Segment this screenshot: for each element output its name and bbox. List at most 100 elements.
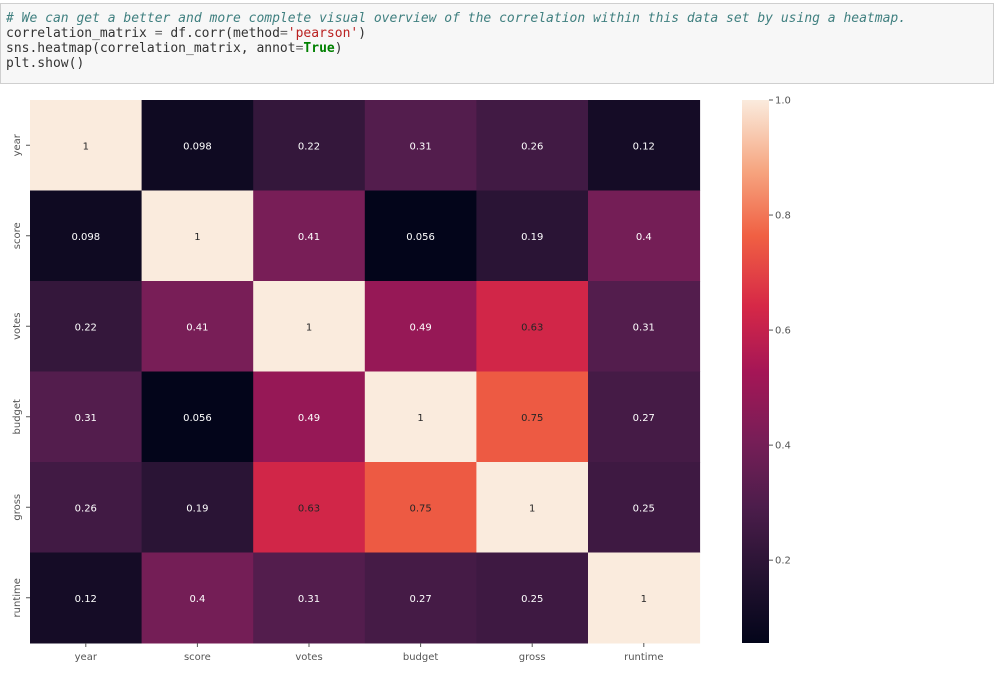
y-tick-label: runtime	[12, 578, 23, 617]
heatmap-cell-label: 0.31	[409, 141, 431, 152]
colorbar-gradient	[742, 100, 769, 643]
heatmap-cell-label: 0.12	[633, 141, 655, 152]
heatmap-cell-label: 0.31	[298, 594, 320, 605]
code-operator: =	[146, 26, 171, 41]
code-line-1: # We can get a better and more complete …	[6, 11, 988, 26]
heatmap-cell-label: 0.22	[298, 141, 320, 152]
heatmap-cell-label: 0.4	[189, 594, 205, 605]
heatmap-cell	[364, 281, 477, 372]
code-keyword: True	[303, 41, 335, 56]
heatmap-cell	[364, 371, 477, 463]
heatmap-cell	[476, 190, 589, 282]
x-tick-label: runtime	[624, 652, 663, 663]
heatmap-cell-label: 0.31	[75, 413, 97, 424]
code-operator: =	[279, 26, 288, 41]
heatmap-cell-label: 0.31	[633, 322, 655, 333]
y-axis-labels: year score votes budget gross runtime	[12, 133, 30, 617]
heatmap-cell	[141, 190, 254, 282]
heatmap-cell	[253, 190, 366, 282]
code-line-3: sns.heatmap(correlation_matrix, annot=Tr…	[6, 41, 988, 56]
heatmap-cell-label: 0.19	[186, 503, 208, 514]
heatmap-cell-label: 1	[194, 232, 200, 243]
heatmap-cell	[476, 371, 589, 463]
heatmap-cell-label: 1	[641, 594, 647, 605]
code-string: 'pearson'	[287, 26, 359, 41]
y-tick-label: budget	[12, 399, 23, 435]
heatmap-cell-label: 0.098	[71, 232, 100, 243]
heatmap-cell-label: 1	[306, 322, 312, 333]
heatmap-cell	[30, 552, 143, 644]
heatmap-cell-label: 0.41	[298, 232, 320, 243]
code-comment: # We can get a better and more complete …	[6, 11, 907, 26]
heatmap-cell-label: 0.25	[521, 594, 543, 605]
x-axis-labels: year score votes budget gross runtime	[75, 643, 663, 663]
code-token: )	[358, 26, 367, 41]
colorbar-tick-label: 0.2	[775, 556, 791, 567]
heatmap-cell-label: 0.098	[183, 141, 212, 152]
x-tick-label: budget	[403, 652, 439, 663]
code-token: sns.heatmap(correlation_matrix, annot	[6, 41, 296, 56]
heatmap-cell-label: 0.26	[75, 503, 97, 514]
heatmap-cell	[253, 281, 366, 372]
heatmap-cell	[141, 371, 254, 463]
heatmap-cell-label: 0.49	[409, 322, 431, 333]
heatmap-cell	[588, 552, 701, 644]
heatmap-cell	[476, 462, 589, 553]
heatmap-cell	[141, 100, 254, 191]
heatmap-cell-label: 1	[529, 503, 535, 514]
heatmap-cell	[30, 462, 143, 553]
heatmap-cell	[30, 371, 143, 463]
code-token: df.corr(method	[170, 26, 280, 41]
heatmap-cell	[364, 190, 477, 282]
heatmap-cell	[588, 371, 701, 463]
y-tick-label: score	[12, 222, 23, 249]
heatmap-cell	[141, 281, 254, 372]
heatmap-cell	[30, 190, 143, 282]
heatmap-cell-label: 0.27	[409, 594, 431, 605]
heatmap-cell	[364, 100, 477, 191]
heatmap-cell-label: 0.75	[521, 413, 543, 424]
heatmap-cell-label: 0.63	[521, 322, 543, 333]
code-token: plt.show()	[6, 56, 85, 71]
y-tick-label: gross	[12, 494, 23, 521]
heatmap-cell-label: 0.63	[298, 503, 320, 514]
heatmap-cell-label: 0.75	[409, 503, 431, 514]
heatmap-cell	[30, 100, 143, 191]
colorbar: 1.0 0.8 0.6 0.4 0.2	[742, 96, 791, 643]
heatmap-cell	[588, 100, 701, 191]
heatmap-cell	[476, 100, 589, 191]
x-tick-label: votes	[295, 652, 322, 663]
heatmap-cell	[30, 281, 143, 372]
heatmap-cell	[253, 100, 366, 191]
heatmap-cell	[588, 281, 701, 372]
code-line-4: plt.show()	[6, 56, 988, 71]
y-tick-label: year	[12, 133, 23, 156]
code-line-2: correlation_matrix = df.corr(method='pea…	[6, 26, 988, 41]
heatmap-cell-label: 0.49	[298, 413, 320, 424]
cell-output: 1 0.098 0.22 0.31 0.26 0.12 0.098 1 0.41 0.056 0.1…	[0, 90, 999, 674]
heatmap-cell-label: 0.25	[633, 503, 655, 514]
colorbar-tick-label: 0.4	[775, 441, 791, 452]
y-tick-label: votes	[12, 313, 23, 340]
heatmap-cell-label: 0.22	[75, 322, 97, 333]
heatmap-cell-label: 0.12	[75, 594, 97, 605]
heatmap-cells: 1 0.098 0.22 0.31 0.26 0.120.098 1 0.41 0.056 0.1…	[30, 100, 701, 644]
colorbar-tick-label: 0.6	[775, 326, 791, 337]
heatmap-cell	[364, 552, 477, 644]
heatmap-cell	[476, 281, 589, 372]
heatmap-cell	[253, 552, 366, 644]
heatmap-cell-label: 0.19	[521, 232, 543, 243]
heatmap-cell-label: 0.27	[633, 413, 655, 424]
heatmap-cell	[476, 552, 589, 644]
heatmap-cell	[253, 462, 366, 553]
code-cell-input[interactable]: # We can get a better and more complete …	[0, 3, 994, 84]
heatmap-cell	[588, 190, 701, 282]
heatmap-cell	[364, 462, 477, 553]
code-token: correlation_matrix	[6, 26, 147, 41]
heatmap-cell	[588, 462, 701, 553]
heatmap-cell-label: 1	[417, 413, 423, 424]
code-operator: =	[295, 41, 304, 56]
heatmap-cell-label: 0.056	[183, 413, 212, 424]
heatmap-cell-label: 0.4	[636, 232, 652, 243]
code-token: )	[334, 41, 343, 56]
